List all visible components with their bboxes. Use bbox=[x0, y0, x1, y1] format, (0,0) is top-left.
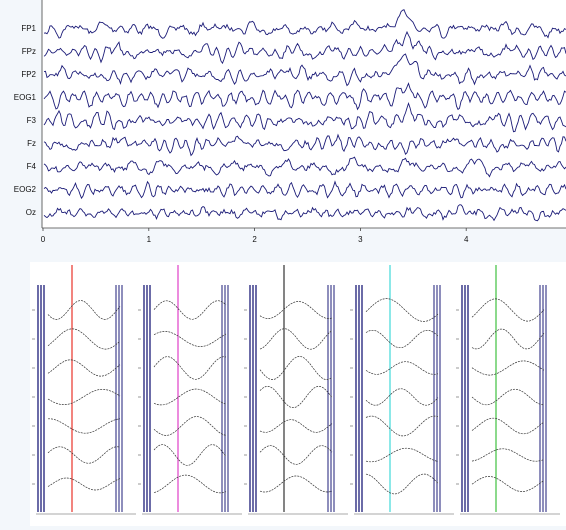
channel-label: Oz bbox=[26, 208, 36, 217]
epoch-trace bbox=[153, 331, 227, 347]
channel-label: FPz bbox=[22, 47, 36, 56]
x-tick-label: 4 bbox=[464, 235, 469, 244]
epoch-trace bbox=[153, 474, 227, 494]
epoch-trace bbox=[47, 328, 121, 350]
epoch-trace bbox=[259, 328, 333, 350]
epoch-trace bbox=[365, 388, 439, 406]
epoch-trace bbox=[153, 356, 227, 380]
eeg-trace bbox=[43, 53, 566, 87]
channel-label: EOG1 bbox=[14, 93, 37, 102]
eeg-trace bbox=[43, 30, 566, 65]
eeg-trace bbox=[43, 101, 566, 133]
x-tick-label: 2 bbox=[252, 235, 257, 244]
epoch-trace bbox=[47, 388, 121, 406]
epoch-trace bbox=[153, 300, 227, 320]
epoch-trace bbox=[259, 475, 333, 493]
channel-labels: FP1 FPz FP2 EOG1 F3 Fz F4 EOG2 Oz bbox=[14, 24, 37, 217]
epoch-trace bbox=[47, 446, 121, 464]
epoch-trace bbox=[259, 301, 333, 319]
epoch-trace bbox=[365, 298, 439, 322]
epoch-trace bbox=[471, 388, 544, 406]
eeg-trace bbox=[43, 156, 566, 178]
eeg-trace bbox=[43, 204, 566, 222]
epoch-trace bbox=[365, 473, 439, 495]
eeg-trace bbox=[43, 180, 566, 200]
eeg-trace bbox=[43, 9, 566, 39]
channel-label: EOG2 bbox=[14, 185, 37, 194]
epoch-trace bbox=[153, 416, 227, 436]
epoch-trace bbox=[259, 385, 333, 409]
x-tick-label: 3 bbox=[358, 235, 363, 244]
epoch-trace bbox=[471, 448, 545, 462]
epoch-trace bbox=[471, 476, 545, 492]
epoch-trace bbox=[153, 388, 227, 406]
epoch-trace bbox=[259, 356, 333, 380]
epoch-trace bbox=[471, 360, 545, 376]
channel-label: FP2 bbox=[21, 70, 36, 79]
epoch-trace bbox=[471, 417, 545, 435]
epoch-trace bbox=[365, 329, 439, 349]
epoch-trace bbox=[365, 361, 439, 375]
channel-label: F3 bbox=[27, 116, 37, 125]
epoch-trace bbox=[47, 359, 121, 377]
x-ticks: 0 1 2 3 4 bbox=[41, 228, 469, 244]
epoch-trace bbox=[153, 444, 227, 466]
epoch-trace bbox=[365, 415, 439, 437]
epoch-trace bbox=[47, 477, 121, 491]
x-tick-label: 0 bbox=[41, 235, 46, 244]
eeg-trace bbox=[43, 133, 566, 157]
epoch-trace bbox=[471, 298, 545, 322]
traces bbox=[43, 9, 566, 222]
epoch-trace bbox=[471, 328, 545, 350]
channel-label: F4 bbox=[27, 162, 37, 171]
x-tick-label: 1 bbox=[147, 235, 152, 244]
channel-label: Fz bbox=[27, 139, 36, 148]
channel-label: FP1 bbox=[21, 24, 36, 33]
epoch-trace bbox=[259, 445, 333, 465]
epoch-trace bbox=[365, 447, 439, 463]
epoch-trace bbox=[259, 419, 333, 433]
eeg-trace bbox=[43, 82, 566, 111]
trace-panel bbox=[42, 0, 566, 228]
epoch-trace bbox=[48, 418, 121, 434]
epoch-trace bbox=[47, 300, 121, 320]
epochs bbox=[32, 265, 560, 515]
